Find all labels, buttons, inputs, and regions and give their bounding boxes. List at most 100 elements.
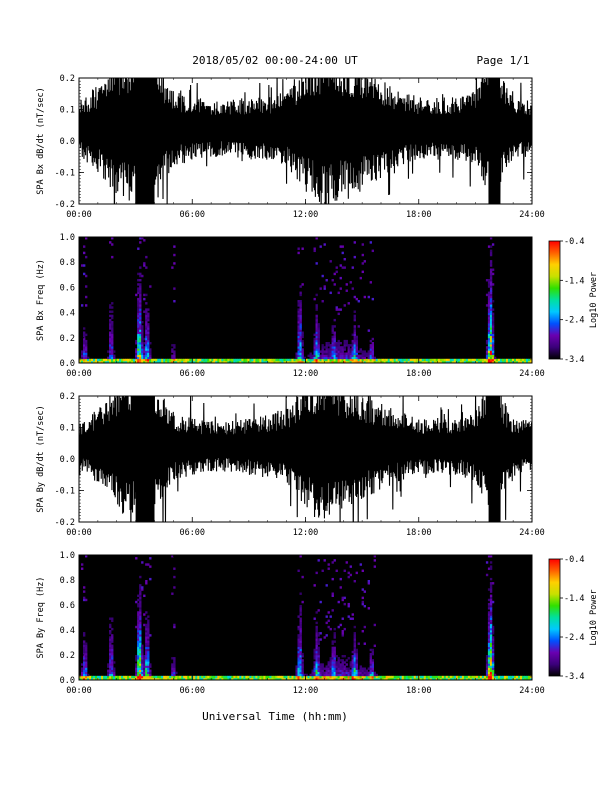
spectrogram-cell: [139, 673, 142, 677]
spectrogram-cell: [421, 677, 425, 680]
spectrogram-cell: [341, 346, 344, 349]
spectrogram-cell: [171, 657, 174, 660]
spectrogram-cell: [319, 638, 322, 641]
spectrogram-cell: [137, 625, 140, 629]
spectrogram-cell: [217, 360, 220, 363]
spectrogram-cell: [147, 650, 150, 654]
spectrogram-cell: [349, 352, 352, 355]
spectrogram-cell: [373, 623, 376, 627]
spectrogram-cell: [111, 661, 114, 664]
spectrogram-cell: [253, 675, 256, 679]
spectrogram-cell: [137, 318, 140, 322]
spectrogram-cell: [471, 360, 475, 363]
spectrogram-cell: [99, 358, 102, 362]
spectrogram-cell: [143, 354, 146, 358]
spectrogram-cell: [107, 358, 110, 362]
spectrogram-cell: [347, 352, 350, 355]
spectrogram-cell: [461, 677, 465, 680]
spectrogram-cell: [297, 652, 300, 656]
spectrogram-cell: [347, 360, 350, 363]
spectrogram-cell: [327, 563, 330, 566]
spectrogram-cell: [485, 304, 489, 307]
spectrogram-cell: [421, 358, 425, 362]
spectrogram-cell: [367, 580, 370, 583]
spectrogram-cell: [111, 652, 114, 656]
spectrogram-cell: [341, 665, 344, 668]
spectrogram-cell: [491, 342, 495, 345]
spectrogram-cell: [85, 333, 88, 337]
spectrogram-cell: [337, 344, 340, 347]
spectrogram-cell: [145, 636, 148, 639]
spectrogram-cell: [83, 251, 86, 255]
spectrogram-cell: [265, 358, 268, 362]
spectrogram-cell: [85, 675, 88, 679]
spectrogram-cell: [393, 358, 397, 362]
spectrogram-cell: [341, 669, 344, 673]
spectrogram-cell: [137, 605, 140, 608]
spectrogram-cell: [173, 671, 176, 675]
spectrogram-cell: [213, 358, 216, 362]
spectrogram-cell: [131, 358, 134, 362]
spectrogram-cell: [475, 675, 479, 679]
spectrogram-cell: [173, 356, 176, 360]
spectrogram-cell: [345, 283, 348, 286]
spectrogram-cell: [351, 333, 354, 337]
spectrogram-cell: [139, 634, 142, 637]
spectrogram-cell: [363, 350, 366, 353]
spectrogram-cell: [519, 677, 523, 680]
spectrogram-cell: [143, 657, 146, 660]
spectrogram-cell: [361, 352, 364, 355]
spectrogram-cell: [343, 596, 346, 600]
spectrogram-cell: [357, 360, 360, 363]
spectrogram-cell: [301, 344, 304, 347]
spectrogram-cell: [337, 669, 340, 673]
spectrogram-cell: [237, 675, 240, 679]
spectrogram-cell: [345, 673, 348, 677]
spectrogram-cell: [343, 675, 346, 679]
spectrogram-cell: [357, 642, 360, 645]
spectrogram-cell: [85, 339, 88, 343]
spectrogram-cell: [343, 627, 346, 631]
spectrogram-cell: [293, 358, 296, 362]
spectrogram-cell: [459, 677, 463, 680]
spectrogram-cell: [145, 255, 148, 259]
colorbar-tick-label: -2.4: [564, 633, 584, 643]
spectrogram-cell: [145, 344, 148, 347]
spectrogram-cell: [119, 360, 122, 363]
spectrogram-cell: [135, 669, 138, 673]
spectrogram-cell: [347, 356, 350, 360]
spectrogram-cell: [187, 360, 190, 363]
spectrogram-cell: [109, 342, 112, 345]
spectrogram-cell: [137, 644, 140, 648]
spectrogram-cell: [325, 360, 328, 363]
spectrogram-cell: [141, 673, 144, 677]
spectrogram-cell: [147, 327, 150, 330]
spectrogram-cell: [151, 677, 154, 680]
spectrogram-cell: [333, 667, 336, 670]
spectrogram-cell: [391, 675, 395, 679]
spectrogram-cell: [249, 675, 252, 679]
spectrogram-cell: [107, 356, 110, 360]
spectrogram-cell: [275, 677, 278, 680]
spectrogram-cell: [133, 677, 136, 680]
spectrogram-cell: [101, 677, 104, 680]
spectrogram-cell: [491, 354, 495, 358]
x-tick-label: 00:00: [66, 528, 92, 538]
spectrogram-cell: [421, 360, 425, 363]
x-tick-label: 12:00: [293, 528, 319, 538]
spectrogram-cell: [353, 632, 356, 635]
spectrogram-cell: [353, 314, 356, 318]
spectrogram-cell: [147, 627, 150, 631]
spectrogram-cell: [277, 675, 280, 679]
spectrogram-cell: [385, 358, 389, 362]
spectrogram-cell: [485, 360, 489, 363]
y-tick-label: 0.1: [60, 106, 75, 116]
spectrogram-cell: [407, 675, 411, 679]
spectrogram-cell: [135, 358, 138, 362]
spectrogram-cell: [149, 356, 152, 360]
spectrogram-cell: [173, 358, 176, 362]
spectrogram-cell: [145, 323, 148, 326]
spectrogram-cell: [219, 360, 222, 363]
spectrogram-cell: [109, 646, 112, 650]
spectrogram-cell: [337, 342, 340, 345]
